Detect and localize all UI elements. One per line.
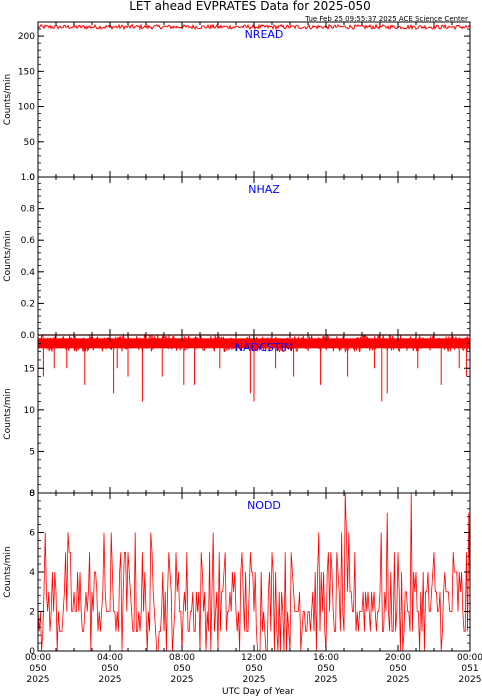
x-tick-label: 2025: [387, 675, 410, 685]
x-tick-label: 2025: [243, 675, 266, 685]
panel-label: NREAD: [245, 28, 284, 41]
y-tick-label: 8: [29, 489, 35, 499]
nodd-series-line: [37, 492, 471, 652]
panel-frame: [37, 176, 471, 336]
y-tick-label: 0.0: [21, 331, 36, 341]
y-tick-label: 0: [29, 647, 35, 657]
y-tick-label: 1.0: [21, 173, 36, 183]
x-tick-label: 050: [173, 664, 190, 674]
y-tick-label: 100: [18, 103, 35, 113]
y-axis-label: Counts/min: [3, 388, 13, 439]
y-axis-label: Counts/min: [3, 546, 13, 597]
x-tick-label: 16:00: [313, 653, 339, 663]
x-tick-label: 2025: [99, 675, 122, 685]
x-tick-label: 050: [317, 664, 334, 674]
panel-label: NHAZ: [248, 183, 280, 196]
y-tick-label: 0.4: [21, 268, 36, 278]
x-tick-label: 12:00: [241, 653, 267, 663]
x-axis-label: UTC Day of Year: [222, 687, 294, 697]
y-tick-label: 10: [24, 406, 36, 416]
y-tick-label: 150: [18, 67, 35, 77]
panel-label: NODD: [247, 499, 281, 512]
x-tick-label: 051: [461, 664, 478, 674]
y-tick-label: 15: [24, 364, 35, 374]
y-tick-label: 6: [29, 529, 35, 539]
x-tick-label: 20:00: [385, 653, 411, 663]
x-tick-label: 00:00: [457, 653, 482, 663]
y-tick-label: 5: [29, 447, 35, 457]
y-tick-label: 50: [24, 138, 36, 148]
y-tick-label: 2: [29, 608, 35, 618]
figure-title: LET ahead EVPRATES Data for 2025-050: [129, 0, 371, 13]
x-tick-label: 050: [101, 664, 118, 674]
panel-nodd: 0 2 4 6 8 Counts/min NODD: [3, 489, 471, 657]
nadcstim-dense-band: [38, 338, 470, 349]
x-tick-label: 2025: [171, 675, 194, 685]
y-tick-label: 200: [18, 32, 35, 42]
y-tick-label: 0.2: [21, 299, 35, 309]
y-axis-label: Counts/min: [3, 74, 13, 125]
panel-frame: [37, 492, 471, 652]
y-tick-label: 0.8: [21, 205, 36, 215]
x-tick-label: 2025: [459, 675, 482, 685]
x-tick-label: 2025: [315, 675, 338, 685]
x-axis: 00:00050202504:00050202508:00050202512:0…: [25, 653, 482, 685]
panel-nhaz: 0.0 0.2 0.4 0.6 0.8 1.0 Counts/min NHAZ: [3, 173, 471, 341]
x-tick-label: 04:00: [97, 653, 123, 663]
generation-timestamp: Tue Feb 25 09:55:37 2025 ACE Science Cen…: [304, 15, 468, 23]
x-tick-label: 050: [389, 664, 406, 674]
x-tick-label: 050: [245, 664, 262, 674]
y-tick-label: 4: [29, 568, 35, 578]
x-tick-label: 050: [29, 664, 46, 674]
y-axis-label: Counts/min: [3, 230, 13, 281]
panel-nadcstim: 0 5 10 15 Counts/min NADCSTIM: [3, 333, 471, 499]
plot-panels: 050100150200Counts/minNREAD0.00.20.40.60…: [3, 21, 471, 657]
x-tick-label: 08:00: [169, 653, 195, 663]
y-tick-label: 0.6: [21, 236, 36, 246]
x-tick-label: 00:00: [25, 653, 51, 663]
x-tick-label: 2025: [27, 675, 50, 685]
y-tick-label: 0: [29, 173, 35, 183]
panel-nread: 0 50 100 150 200 Counts/min NREAD: [3, 21, 471, 183]
panel-label: NADCSTIM: [235, 341, 293, 354]
y-tick-label: 0: [29, 489, 35, 499]
panel-frame: [37, 21, 471, 178]
